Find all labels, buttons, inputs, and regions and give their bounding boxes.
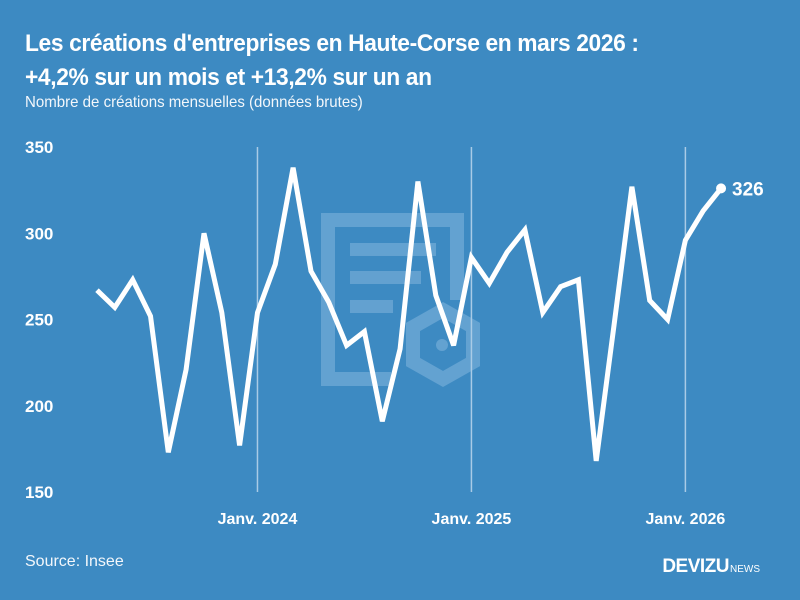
- y-tick-label: 150: [25, 483, 53, 502]
- end-value-label: 326: [732, 179, 764, 200]
- x-tick-label: Janv. 2024: [218, 511, 298, 528]
- watermark-bars: [350, 243, 436, 313]
- source-note: Source: Insee: [25, 553, 124, 570]
- brand-logo: DEVIZU NEWS: [662, 556, 760, 578]
- data-line: [95, 167, 723, 462]
- brand-suffix: NEWS: [730, 564, 760, 575]
- x-tick-label: Janv. 2025: [432, 511, 512, 528]
- nut-watermark-icon: [406, 301, 480, 388]
- chart-title: Les créations d'entreprises en Haute-Cor…: [25, 27, 732, 95]
- document-watermark-icon: [321, 213, 464, 386]
- y-axis: 350 300 250 200 150: [25, 138, 53, 502]
- y-tick-label: 250: [25, 311, 53, 330]
- title-line-2: +4,2% sur un mois et +13,2% sur un an: [25, 64, 432, 91]
- y-tick-label: 350: [25, 138, 53, 157]
- x-axis: Janv. 2024 Janv. 2025 Janv. 2026: [218, 511, 726, 528]
- title-line-1: Les créations d'entreprises en Haute-Cor…: [25, 30, 639, 57]
- y-tick-label: 300: [25, 224, 53, 243]
- y-tick-label: 200: [25, 397, 53, 416]
- chart-subtitle: Nombre de créations mensuelles (données …: [25, 94, 363, 111]
- end-point-marker: [716, 183, 727, 194]
- x-tick-label: Janv. 2026: [646, 511, 726, 528]
- brand-name: DEVIZU: [662, 556, 729, 577]
